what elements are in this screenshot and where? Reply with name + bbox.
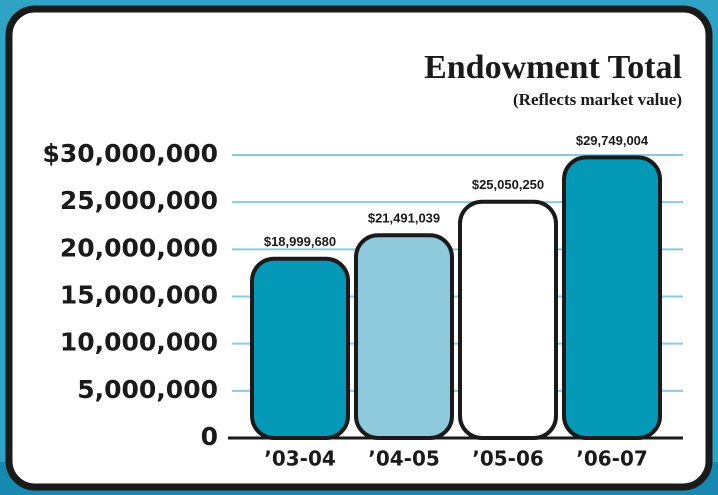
chart-title: Endowment Total	[424, 49, 682, 86]
value-label: $25,050,250	[472, 177, 544, 192]
y-tick-label: 10,000,000	[60, 328, 218, 357]
y-tick-label: 0	[201, 422, 218, 451]
y-tick-label: 15,000,000	[60, 281, 218, 310]
y-tick-label: $30,000,000	[42, 139, 218, 168]
x-tick-label: ’04-05	[368, 447, 440, 471]
value-label: $29,749,004	[576, 133, 649, 148]
value-label: $21,491,039	[368, 211, 440, 226]
value-label: $18,999,680	[264, 234, 336, 249]
y-tick-label: 5,000,000	[77, 375, 218, 404]
y-tick-label: 25,000,000	[60, 186, 218, 215]
bar	[250, 256, 350, 440]
bar	[562, 155, 662, 440]
x-tick-label: ’03-04	[264, 447, 336, 471]
bar	[354, 233, 454, 440]
chart-subtitle: (Reflects market value)	[513, 90, 682, 109]
x-tick-label: ’05-06	[472, 447, 544, 471]
x-tick-label: ’06-07	[576, 447, 648, 471]
y-tick-label: 20,000,000	[60, 233, 218, 262]
bar	[458, 199, 558, 440]
